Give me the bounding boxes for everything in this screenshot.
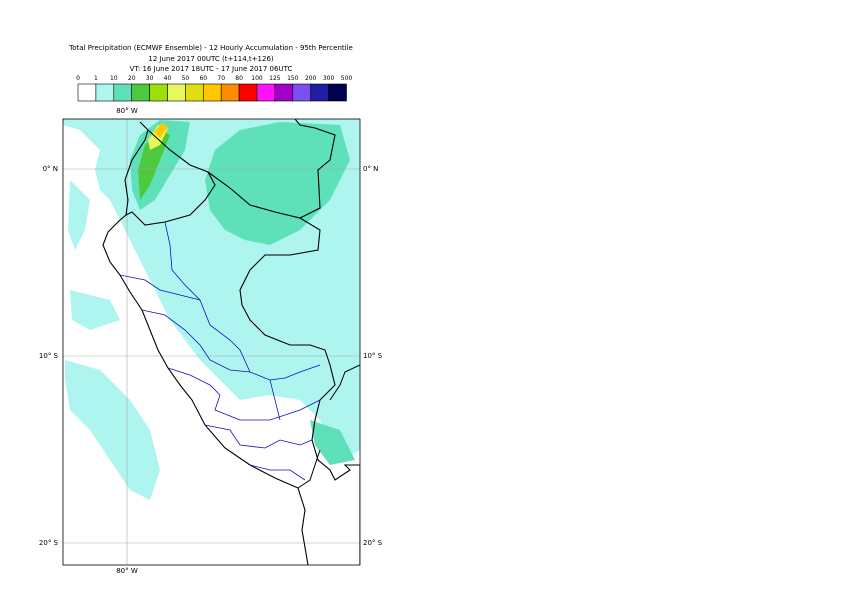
map-frame: [62, 118, 361, 566]
legend-swatch: [256, 83, 276, 102]
legend-label: 150: [287, 75, 299, 82]
valid-time: VT: 16 June 2017 18UTC - 17 June 2017 06…: [130, 65, 293, 73]
legend-label: 10: [110, 75, 118, 82]
lat-label: 0° N: [363, 165, 378, 173]
lat-label: 10° S: [39, 352, 59, 360]
lat-label: 0° N: [43, 165, 58, 173]
precip-area: [310, 420, 355, 465]
lon-label: 80° W: [116, 107, 138, 115]
legend-swatch: [238, 83, 258, 102]
legend-label: 125: [269, 75, 281, 82]
region-border: [141, 309, 251, 373]
legend-label: 500: [341, 75, 353, 82]
legend-label: 40: [164, 75, 172, 82]
precip-area: [138, 130, 170, 200]
legend-label: 100: [251, 75, 263, 82]
legend-label: 200: [305, 75, 317, 82]
legend-swatch: [185, 83, 204, 102]
legend-label: 50: [182, 75, 190, 82]
legend-swatch: [203, 83, 222, 102]
region-border: [119, 274, 201, 301]
legend-label: 20: [128, 75, 136, 82]
lat-label: 20° S: [363, 539, 383, 547]
legend-swatch: [149, 83, 168, 102]
base-time: 12 June 2017 00UTC (t+114,t+126): [148, 55, 274, 63]
legend-swatch: [292, 83, 311, 102]
border: [125, 129, 216, 226]
border: [207, 119, 336, 219]
title: Total Precipitation (ECMWF Ensemble) - 1…: [68, 44, 353, 52]
region-border: [164, 221, 321, 381]
legend-swatch: [113, 83, 133, 102]
legend-label: 300: [323, 75, 335, 82]
legend-swatch: [274, 83, 294, 102]
legend-label: 80: [235, 75, 243, 82]
precip-area: [70, 290, 120, 330]
precip-area: [154, 123, 168, 138]
precip-area: [68, 180, 90, 250]
legend: 0 1 10 20 30 40 50 60 70 80 100 125 150 200 300 500: [76, 75, 353, 102]
lon-label: 80° W: [116, 567, 138, 575]
legend-swatch: [310, 83, 329, 102]
legend-swatch: [220, 83, 240, 102]
region-border: [204, 424, 313, 449]
legend-label: 60: [199, 75, 207, 82]
legend-label: 0: [76, 75, 80, 82]
region-border: [269, 379, 281, 421]
legend-label: 1: [94, 75, 98, 82]
precip-area: [205, 122, 350, 245]
border: [329, 364, 360, 401]
lat-label: 20° S: [39, 539, 59, 547]
legend-swatch: [328, 83, 347, 102]
legend-swatch: [95, 83, 115, 102]
border: [239, 217, 360, 565]
legend-swatch: [131, 83, 150, 102]
region-border: [249, 464, 306, 481]
legend-swatch: [77, 83, 97, 102]
precip-area: [65, 360, 160, 500]
map: [63, 119, 360, 565]
region-border: [167, 367, 321, 421]
legend-label: 30: [146, 75, 154, 82]
lat-label: 10° S: [363, 352, 383, 360]
legend-swatch: [167, 83, 186, 102]
legend-label: 70: [217, 75, 225, 82]
border: [297, 449, 321, 489]
